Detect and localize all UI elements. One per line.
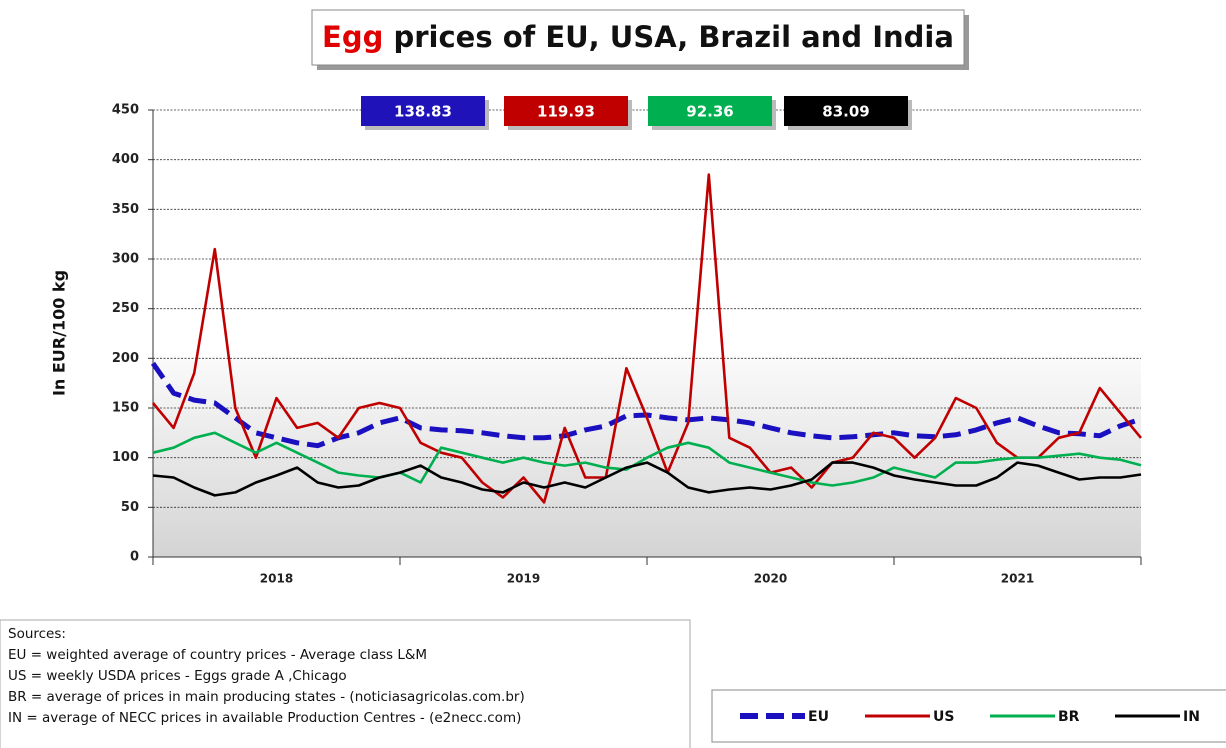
value-label: 83.09 <box>822 103 869 121</box>
y-tick-label: 450 <box>112 103 139 118</box>
value-box <box>784 96 908 126</box>
title-box <box>311 9 965 66</box>
source-line: BR = average of prices in main producing… <box>8 689 525 705</box>
chart-title: Egg prices of EU, USA, Brazil and India <box>322 20 954 54</box>
y-tick-label: 350 <box>112 202 139 217</box>
y-tick-label: 0 <box>130 550 139 565</box>
series-line <box>151 173 1143 504</box>
value-box <box>504 96 628 126</box>
x-tick-label: 2019 <box>507 572 540 586</box>
y-tick-label: 400 <box>112 152 139 167</box>
y-tick-label: 50 <box>121 500 139 515</box>
y-tick-label: 250 <box>112 301 139 316</box>
y-tick-label: 100 <box>112 450 139 465</box>
source-line: US = weekly USDA prices - Eggs grade A ,… <box>8 668 347 684</box>
y-tick-label: 200 <box>112 351 139 366</box>
plot-area <box>148 109 1143 565</box>
x-tick-label: 2021 <box>1001 572 1034 586</box>
x-tick-label: 2018 <box>260 572 293 586</box>
legend-label: EU <box>808 709 829 725</box>
source-line: Sources: <box>8 626 66 642</box>
sources-box <box>0 619 691 748</box>
y-tick-label: 300 <box>112 252 139 267</box>
value-label: 138.83 <box>394 103 452 121</box>
source-line: EU = weighted average of country prices … <box>8 647 427 663</box>
legend-label: US <box>933 709 954 725</box>
legend-label: BR <box>1058 709 1080 725</box>
legend-label: IN <box>1183 709 1200 725</box>
series-line <box>152 461 1142 497</box>
y-axis-label: In EUR/100 kg <box>50 270 69 396</box>
y-tick-label: 150 <box>112 401 139 416</box>
value-label: 119.93 <box>537 103 595 121</box>
value-label: 92.36 <box>686 103 733 121</box>
value-box <box>361 96 485 126</box>
series-line <box>152 431 1142 487</box>
value-box <box>648 96 772 126</box>
source-line: IN = average of NECC prices in available… <box>8 710 521 726</box>
x-tick-label: 2020 <box>754 572 787 586</box>
